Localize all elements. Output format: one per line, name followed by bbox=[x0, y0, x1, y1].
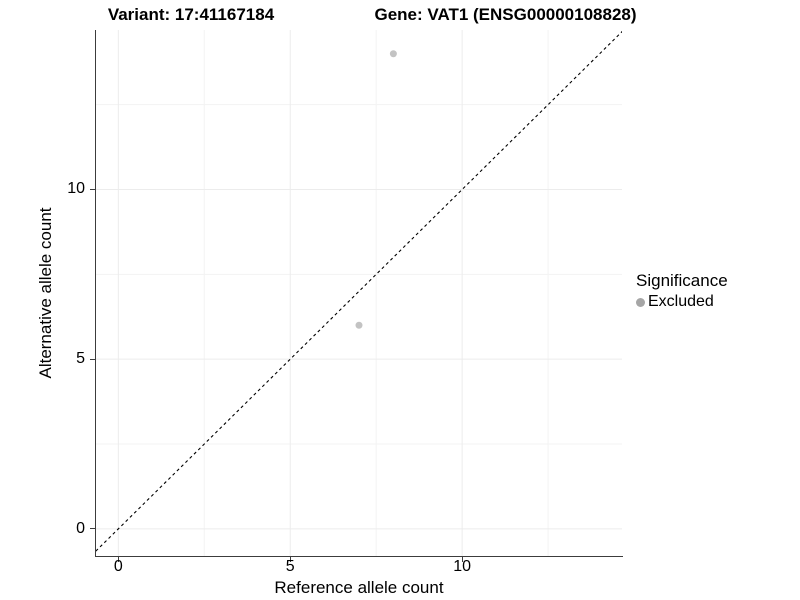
data-point bbox=[355, 321, 363, 329]
x-axis-line bbox=[94, 555, 623, 557]
variant-title: Variant: 17:41167184 bbox=[107, 5, 275, 24]
gene-title: Gene: VAT1 (ENSG00000108828) bbox=[374, 5, 637, 24]
y-tick-label: 0 bbox=[76, 519, 85, 537]
y-tick-label: 5 bbox=[76, 350, 85, 368]
y-axis-line bbox=[94, 30, 97, 557]
y-tick-mark bbox=[90, 528, 95, 530]
x-axis-label: Reference allele count bbox=[274, 578, 444, 597]
x-tick-label: 0 bbox=[113, 558, 123, 575]
legend-item-label: Excluded bbox=[648, 293, 714, 310]
y-tick-label: 10 bbox=[67, 180, 85, 198]
x-tick-label: 5 bbox=[285, 558, 295, 575]
x-tick-label: 10 bbox=[453, 558, 472, 575]
legend-item: Excluded bbox=[636, 292, 728, 312]
plot-panel bbox=[96, 30, 622, 556]
x-tick-mark bbox=[461, 557, 463, 562]
x-tick-mark bbox=[289, 557, 291, 562]
y-tick-mark bbox=[90, 358, 95, 360]
data-point bbox=[389, 50, 397, 58]
x-tick-mark bbox=[117, 557, 119, 562]
plot-svg bbox=[96, 30, 622, 556]
legend-items: Excluded bbox=[636, 292, 728, 312]
legend-title: Significance bbox=[636, 271, 728, 290]
identity-line bbox=[96, 30, 622, 552]
legend: Significance Excluded bbox=[636, 271, 728, 312]
y-tick-mark bbox=[90, 188, 95, 191]
legend-key-dot-icon bbox=[636, 297, 645, 307]
